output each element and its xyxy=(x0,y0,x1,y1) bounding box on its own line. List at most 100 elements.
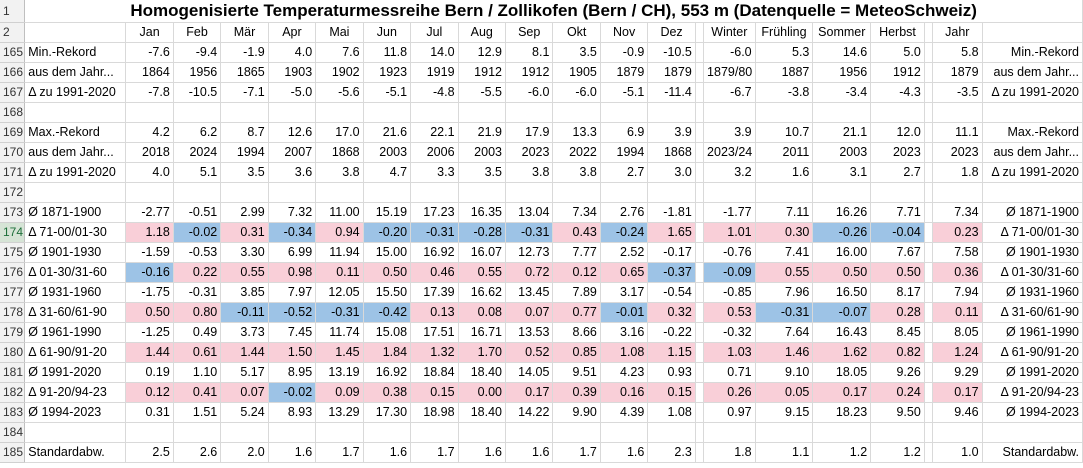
row-label[interactable] xyxy=(24,182,127,203)
data-cell[interactable] xyxy=(695,442,705,463)
row-label-right[interactable]: Δ zu 1991-2020 xyxy=(982,162,1083,183)
data-cell[interactable]: -0.26 xyxy=(812,222,872,243)
data-cell[interactable]: 1.7 xyxy=(552,442,601,463)
data-cell[interactable]: 3.8 xyxy=(505,162,554,183)
row-label[interactable]: Δ 61-90/91-20 xyxy=(24,342,127,363)
data-cell[interactable] xyxy=(695,42,705,63)
data-cell[interactable]: 18.40 xyxy=(458,362,506,383)
data-cell[interactable]: 15.50 xyxy=(363,282,412,303)
column-header[interactable]: Jun xyxy=(363,22,412,43)
data-cell[interactable]: 1.15 xyxy=(647,342,696,363)
data-cell[interactable]: 0.98 xyxy=(268,262,317,283)
data-cell[interactable]: 1.2 xyxy=(812,442,872,463)
row-label[interactable]: Δ 01-30/31-60 xyxy=(24,262,127,283)
data-cell[interactable]: -1.9 xyxy=(220,42,269,63)
data-cell[interactable] xyxy=(220,422,269,443)
data-cell[interactable]: 7.41 xyxy=(755,242,814,263)
data-cell[interactable]: 1.46 xyxy=(755,342,814,363)
data-cell[interactable]: -0.32 xyxy=(703,322,756,343)
data-cell[interactable]: 7.97 xyxy=(268,282,317,303)
data-cell[interactable] xyxy=(924,122,934,143)
data-cell[interactable]: -6.0 xyxy=(703,42,756,63)
data-cell[interactable]: 1912 xyxy=(870,62,925,83)
row-label[interactable]: aus dem Jahr... xyxy=(24,62,127,83)
row-label[interactable]: aus dem Jahr... xyxy=(24,142,127,163)
data-cell[interactable] xyxy=(755,102,814,123)
data-cell[interactable]: 0.28 xyxy=(870,302,925,323)
data-cell[interactable]: -0.01 xyxy=(600,302,649,323)
data-cell[interactable]: 8.7 xyxy=(220,122,269,143)
data-cell[interactable]: 16.50 xyxy=(812,282,872,303)
data-cell[interactable] xyxy=(924,62,934,83)
data-cell[interactable]: 0.50 xyxy=(363,262,412,283)
row-label-right[interactable] xyxy=(982,102,1083,123)
data-cell[interactable]: 0.50 xyxy=(870,262,925,283)
data-cell[interactable]: 1.8 xyxy=(703,442,756,463)
data-cell[interactable]: 4.23 xyxy=(600,362,649,383)
data-cell[interactable]: -0.22 xyxy=(647,322,696,343)
data-cell[interactable]: -4.8 xyxy=(410,82,459,103)
data-cell[interactable] xyxy=(695,402,705,423)
data-cell[interactable]: 1.08 xyxy=(600,342,649,363)
data-cell[interactable]: 16.35 xyxy=(458,202,506,223)
data-cell[interactable]: -0.07 xyxy=(812,302,872,323)
column-header[interactable]: Winter xyxy=(703,22,756,43)
data-cell[interactable]: 1.18 xyxy=(125,222,174,243)
data-cell[interactable]: 0.52 xyxy=(505,342,554,363)
data-cell[interactable]: 0.50 xyxy=(125,302,174,323)
data-cell[interactable]: 13.3 xyxy=(552,122,601,143)
data-cell[interactable]: 9.50 xyxy=(870,402,925,423)
data-cell[interactable]: -5.6 xyxy=(315,82,364,103)
data-cell[interactable]: 0.55 xyxy=(458,262,506,283)
column-header[interactable] xyxy=(695,22,705,43)
data-cell[interactable]: 1905 xyxy=(552,62,601,83)
data-cell[interactable]: 1.03 xyxy=(703,342,756,363)
data-cell[interactable]: 0.07 xyxy=(505,302,554,323)
data-cell[interactable]: 1879/80 xyxy=(703,62,756,83)
data-cell[interactable]: -0.17 xyxy=(647,242,696,263)
column-header[interactable]: Dez xyxy=(647,22,696,43)
data-cell[interactable]: 13.29 xyxy=(315,402,364,423)
column-header[interactable]: Nov xyxy=(600,22,649,43)
data-cell[interactable]: -0.42 xyxy=(363,302,412,323)
data-cell[interactable]: -5.1 xyxy=(363,82,412,103)
row-number[interactable]: 168 xyxy=(0,102,26,123)
row-number[interactable]: 180 xyxy=(0,342,26,363)
data-cell[interactable]: 11.00 xyxy=(315,202,364,223)
data-cell[interactable]: 10.7 xyxy=(755,122,814,143)
data-cell[interactable] xyxy=(173,422,222,443)
data-cell[interactable]: -0.34 xyxy=(268,222,317,243)
data-cell[interactable]: 17.0 xyxy=(315,122,364,143)
data-cell[interactable]: 13.45 xyxy=(505,282,554,303)
data-cell[interactable]: 1868 xyxy=(315,142,364,163)
data-cell[interactable]: 2023 xyxy=(505,142,554,163)
data-cell[interactable]: -1.75 xyxy=(125,282,174,303)
data-cell[interactable]: -4.3 xyxy=(870,82,925,103)
data-cell[interactable] xyxy=(703,182,756,203)
data-cell[interactable]: 17.23 xyxy=(410,202,459,223)
data-cell[interactable]: 1.62 xyxy=(812,342,872,363)
row-number[interactable]: 170 xyxy=(0,142,26,163)
data-cell[interactable]: 16.92 xyxy=(410,242,459,263)
data-cell[interactable] xyxy=(505,102,554,123)
data-cell[interactable]: -0.20 xyxy=(363,222,412,243)
data-cell[interactable]: 11.74 xyxy=(315,322,364,343)
row-label-right[interactable]: Δ 01-30/31-60 xyxy=(982,262,1083,283)
data-cell[interactable]: 8.17 xyxy=(870,282,925,303)
data-cell[interactable]: 2.3 xyxy=(647,442,696,463)
row-number[interactable]: 183 xyxy=(0,402,26,423)
data-cell[interactable] xyxy=(924,302,934,323)
data-cell[interactable] xyxy=(173,102,222,123)
data-cell[interactable] xyxy=(695,82,705,103)
row-number[interactable]: 182 xyxy=(0,382,26,403)
row-number[interactable]: 172 xyxy=(0,182,26,203)
data-cell[interactable]: 0.46 xyxy=(410,262,459,283)
row-number[interactable]: 174 xyxy=(0,222,26,243)
data-cell[interactable] xyxy=(552,182,601,203)
data-cell[interactable]: 0.30 xyxy=(755,222,814,243)
data-cell[interactable]: 2003 xyxy=(812,142,872,163)
data-cell[interactable]: 4.0 xyxy=(125,162,174,183)
data-cell[interactable] xyxy=(870,102,925,123)
data-cell[interactable]: 2003 xyxy=(363,142,412,163)
data-cell[interactable]: -10.5 xyxy=(173,82,222,103)
